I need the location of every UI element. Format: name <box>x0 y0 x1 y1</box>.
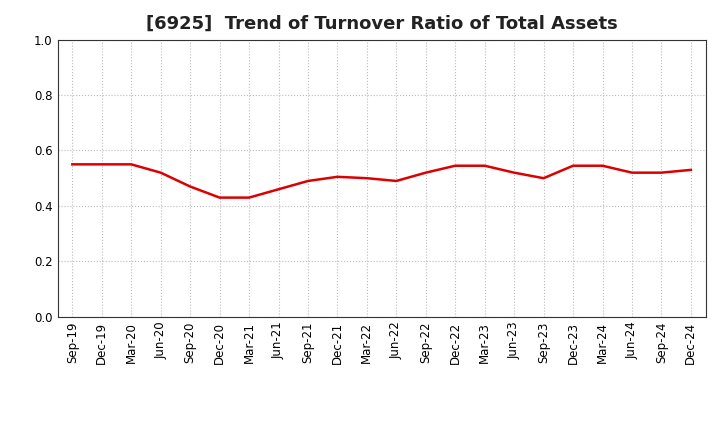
Title: [6925]  Trend of Turnover Ratio of Total Assets: [6925] Trend of Turnover Ratio of Total … <box>145 15 618 33</box>
